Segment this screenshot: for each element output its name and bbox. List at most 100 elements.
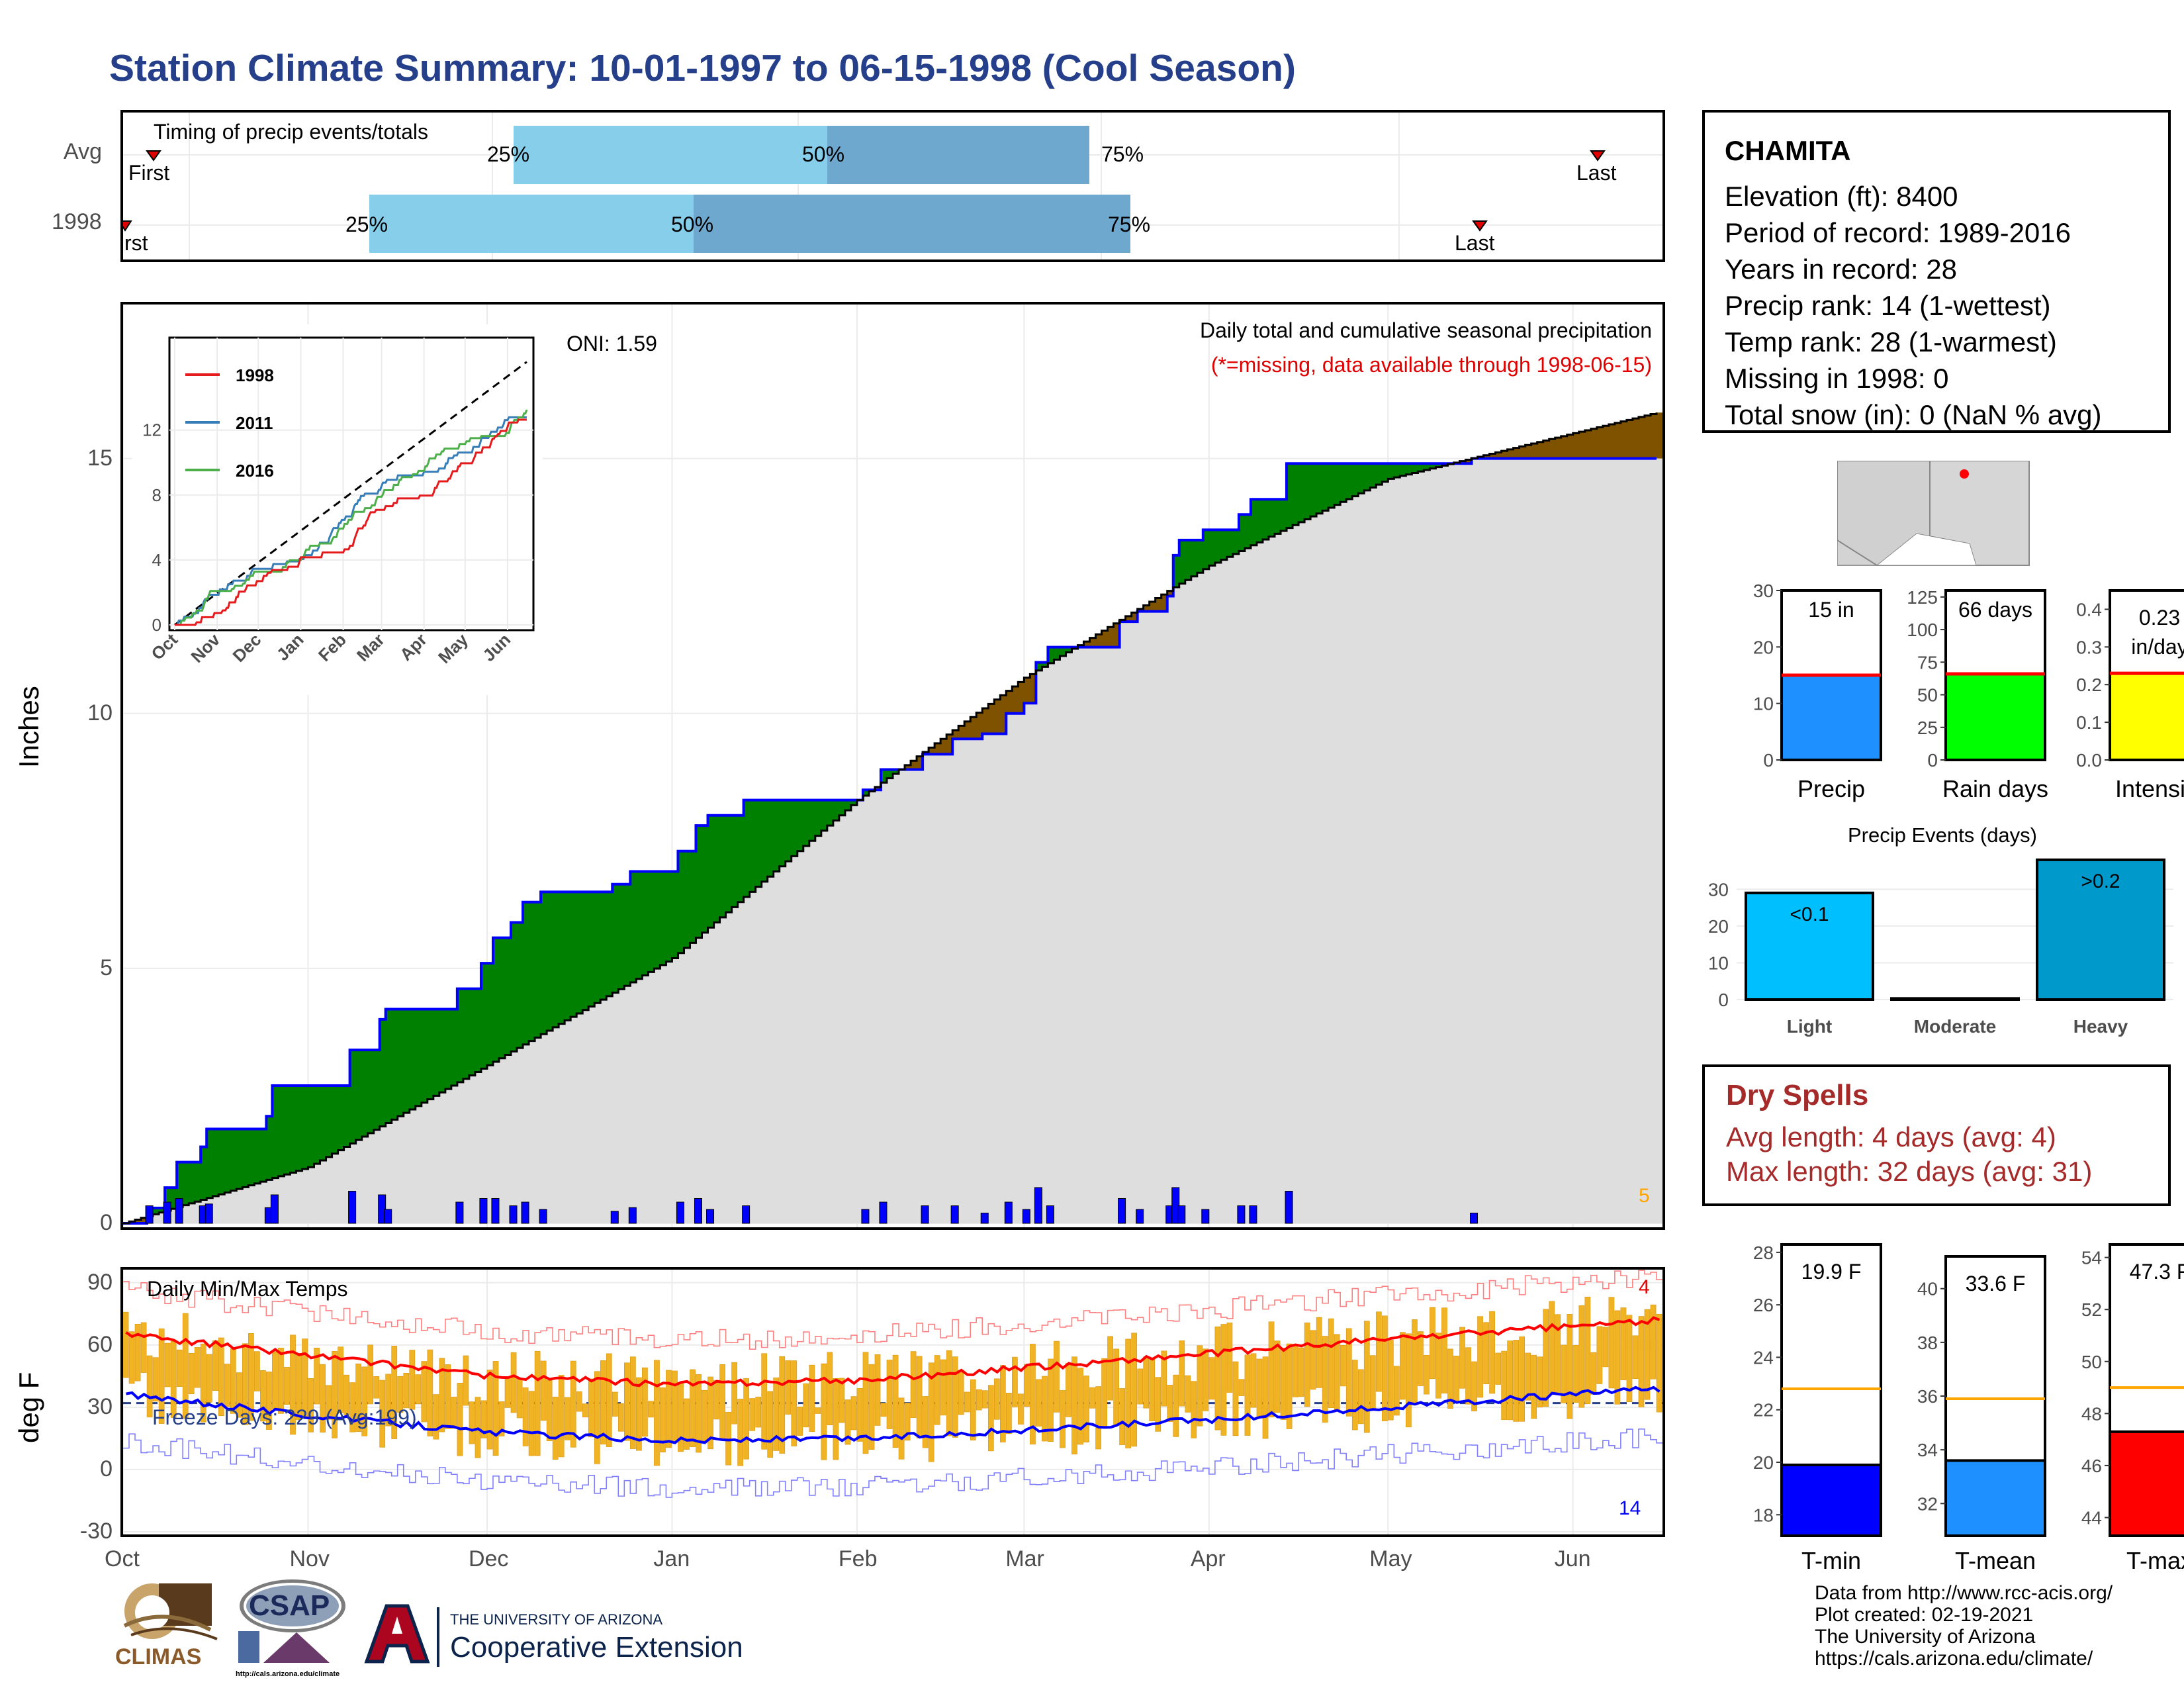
avg-area-day — [218, 1194, 225, 1223]
diff-area-day — [266, 1116, 273, 1180]
daily-temp-bar — [773, 1378, 780, 1451]
avg-area-day — [612, 992, 619, 1223]
diff-area-day — [1525, 445, 1532, 459]
y1998-q75: 75% — [1108, 212, 1150, 236]
avg-area-day — [535, 1037, 541, 1223]
x-tick-feb: Feb — [838, 1546, 878, 1571]
precip-missing-note: (*=missing, data available through 1998-… — [1211, 353, 1652, 377]
avg-area-day — [1179, 583, 1186, 1223]
daily-temp-bar — [582, 1403, 588, 1418]
diff-area-day — [242, 1129, 249, 1188]
diff-area-day — [559, 892, 565, 1024]
diff-area-day — [1012, 686, 1019, 714]
avg-area-day — [856, 800, 864, 1223]
diff-area-day — [1400, 463, 1406, 476]
daily-temp-bar — [1418, 1331, 1424, 1386]
daily-temp-bar — [1071, 1356, 1077, 1455]
avg-area-day — [1453, 463, 1461, 1223]
inset-legend-2011: 2011 — [236, 413, 273, 433]
csap-logo[interactable]: CSAP http://cals.arizona.edu/climate — [232, 1575, 351, 1681]
station-info-box: CHAMITA Elevation (ft): 8400 Period of r… — [1702, 110, 2171, 433]
daily-temp-bar — [904, 1403, 911, 1441]
diff-area-day — [678, 851, 685, 953]
avg-area-day — [1113, 647, 1120, 1223]
daily-temp-bar — [1620, 1307, 1627, 1380]
daily-temp-bar — [1316, 1317, 1322, 1388]
diff-area-day — [326, 1086, 333, 1157]
daily-temp-bar — [654, 1360, 660, 1466]
daily-temp-bar — [1226, 1322, 1233, 1393]
daily-precip-bar — [163, 1201, 171, 1224]
diff-area-day — [272, 1086, 279, 1178]
summary-ytick: 0.1 — [2076, 712, 2102, 733]
daily-temp-bar — [1155, 1377, 1161, 1432]
avg-area-day — [1578, 458, 1586, 1223]
diff-area-day — [421, 1009, 428, 1103]
temp-ytick: 60 — [87, 1331, 113, 1357]
location-map — [1837, 461, 2030, 566]
diff-area-day — [815, 800, 822, 836]
diff-area-day — [236, 1129, 243, 1190]
avg-area-day — [1119, 622, 1126, 1223]
x-tick-nov: Nov — [289, 1546, 330, 1571]
diff-area-day — [1322, 463, 1329, 511]
avg-area-day — [1334, 504, 1341, 1223]
temp-ylabel: deg F — [13, 1372, 44, 1443]
daily-temp-bar — [546, 1380, 553, 1441]
daily-temp-bar — [886, 1360, 893, 1429]
avg-area-day — [630, 982, 637, 1223]
daily-temp-bar — [272, 1351, 278, 1409]
avg-area-day — [1155, 611, 1162, 1223]
daily-temp-bar — [1638, 1316, 1645, 1407]
diff-area-day — [1602, 426, 1610, 459]
summary-ytick: 30 — [1753, 583, 1774, 601]
avg-area-day — [308, 1167, 315, 1223]
diff-area-day — [929, 747, 935, 755]
diff-area-day — [1632, 418, 1639, 459]
inset-ytick: 8 — [152, 485, 161, 505]
daily-temp-bar — [128, 1331, 135, 1384]
diff-area-day — [1006, 690, 1013, 714]
diff-area-day — [409, 1009, 416, 1109]
diff-area-day — [1578, 432, 1586, 459]
precip-panel: Daily total and cumulative seasonal prec… — [120, 302, 1665, 1230]
precip-ylabel: Inches — [13, 686, 44, 768]
daily-temp-bar — [1179, 1340, 1185, 1407]
daily-temp-bar — [993, 1378, 1000, 1420]
diff-area-day — [189, 1162, 195, 1203]
daily-precip-bar — [676, 1201, 684, 1224]
daily-temp-bar — [373, 1376, 380, 1399]
x-tick-jun: Jun — [1554, 1546, 1591, 1571]
diff-area-day — [296, 1086, 303, 1171]
climas-logo[interactable]: CLIMAS — [111, 1579, 221, 1679]
daily-precip-bar — [175, 1198, 183, 1224]
diff-area-day — [1626, 420, 1633, 459]
diff-area-day — [1232, 530, 1240, 554]
temp-summary-ytick: 52 — [2081, 1299, 2102, 1320]
ua-logo[interactable] — [357, 1602, 443, 1668]
daily-temp-bar — [338, 1346, 343, 1413]
temp-summary-bars: 18 20 22 24 26 28 19.9 F T-min 32 34 36 38 40 33.6 F T… — [1753, 1243, 2184, 1574]
avg-area-day — [361, 1137, 369, 1223]
diff-area-day — [893, 769, 899, 774]
daily-temp-bar — [1632, 1335, 1639, 1379]
avg-area-day — [379, 1126, 387, 1223]
daily-temp-bar — [1292, 1344, 1298, 1397]
diff-area-day — [254, 1129, 261, 1184]
avg-area-day — [976, 739, 983, 1223]
daily-temp-bar — [1220, 1324, 1227, 1436]
temp-summary-ytick: 36 — [1917, 1386, 1938, 1407]
diff-area-day — [1000, 695, 1007, 734]
daily-temp-bar — [821, 1363, 827, 1460]
diff-area-day — [206, 1129, 213, 1198]
avg-area-day — [833, 820, 840, 1223]
avg-area-day — [588, 1006, 595, 1223]
daily-temp-bar — [248, 1333, 254, 1421]
diff-area-day — [1644, 415, 1651, 459]
avg-area-day — [642, 975, 649, 1223]
avg-area-day — [815, 835, 822, 1223]
avg-area-day — [486, 1065, 494, 1223]
diff-area-day — [946, 734, 953, 755]
diff-area-day — [630, 871, 637, 982]
avg-area-day — [463, 1078, 470, 1223]
